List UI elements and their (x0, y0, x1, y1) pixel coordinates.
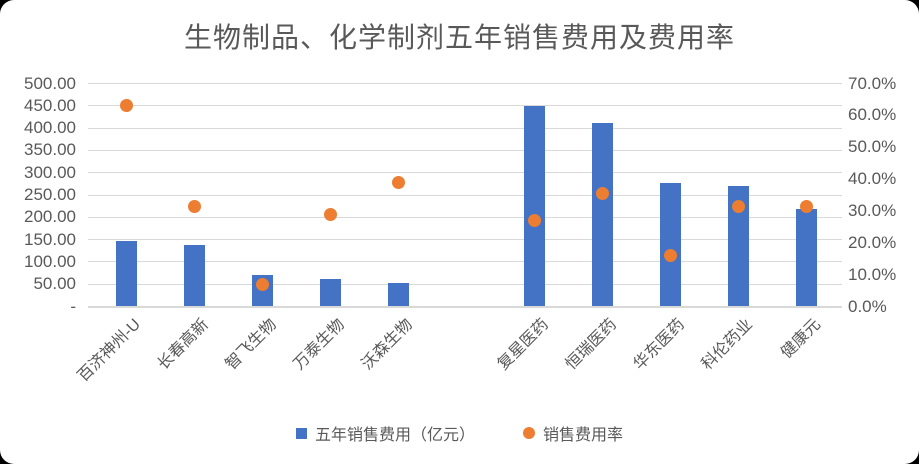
gridline (88, 172, 842, 174)
y-axis-right-tick-label: 0.0% (848, 296, 887, 316)
y-axis-left-tick-label: 300.00 (24, 162, 76, 182)
gridline (88, 83, 842, 84)
y-axis-left-tick-label: 500.00 (24, 73, 76, 93)
y-axis-right-tick-label: 40.0% (848, 169, 897, 189)
bar-恒瑞医药 (591, 122, 613, 307)
rate-dot-科伦药业 (731, 199, 745, 213)
gridline (88, 127, 842, 129)
y-axis-right-tick-label: 10.0% (848, 264, 897, 284)
y-axis-left-tick-label: 250.00 (24, 185, 76, 204)
y-axis-left-tick-label: - (70, 296, 76, 316)
rate-dot-万泰生物 (323, 207, 337, 221)
rate-dot-沃森生物 (391, 175, 405, 189)
y-axis-left-tick-label: 450.00 (24, 95, 76, 115)
category-label: 万泰生物 (290, 316, 349, 374)
y-axis-left-tick-label: 350.00 (24, 140, 76, 160)
rate-dot-复星医药 (527, 213, 541, 227)
legend-label-expense-rate: 销售费用率 (543, 427, 624, 444)
chart-title: 生物制品、化学制剂五年销售费用及费用率 (183, 22, 735, 53)
bar-健康元 (795, 209, 817, 307)
category-label: 智飞生物 (222, 316, 281, 374)
y-axis-right-tick-label: 60.0% (848, 105, 897, 125)
category-label: 复星医药 (494, 316, 553, 374)
bar-series-swatch-icon (295, 427, 307, 439)
legend-item-expense-rate: 销售费用率 (523, 421, 623, 445)
rate-dot-恒瑞医药 (595, 186, 609, 200)
y-axis-right-tick-label: 30.0% (848, 200, 897, 220)
y-axis-left-tick-label: 100.00 (24, 251, 76, 271)
gridline (88, 149, 842, 151)
bar-华东医药 (659, 182, 681, 307)
bar-沃森生物 (387, 282, 409, 307)
rate-dot-长春高新 (187, 199, 201, 213)
y-axis-left-tick-label: 50.00 (33, 274, 76, 294)
y-axis-left-tick-label: 200.00 (24, 207, 76, 227)
category-label: 百济神州-U (74, 316, 145, 386)
gridline (88, 239, 842, 241)
category-label: 科伦药业 (698, 316, 757, 374)
legend-label-sales-expense: 五年销售费用（亿元） (314, 427, 475, 444)
bar-科伦药业 (727, 185, 749, 307)
category-label: 恒瑞医药 (562, 316, 621, 374)
y-axis-right-tick-label: 70.0% (848, 73, 897, 93)
category-label: 沃森生物 (358, 316, 417, 374)
rate-dot-智飞生物 (255, 277, 269, 291)
y-axis-right-tick-label: 20.0% (848, 232, 897, 252)
bar-万泰生物 (319, 278, 341, 307)
y-axis-right-tick-label: 50.0% (848, 137, 897, 157)
y-axis-left-tick-label: 150.00 (24, 229, 76, 249)
category-label: 健康元 (778, 316, 825, 362)
category-label: 长春高新 (154, 316, 213, 374)
rate-dot-百济神州-U (119, 99, 133, 113)
rate-dot-华东医药 (663, 249, 677, 263)
category-label: 华东医药 (630, 316, 689, 374)
gridline (88, 105, 842, 107)
bar-复星医药 (523, 105, 545, 307)
gridline (88, 283, 842, 285)
dot-series-swatch-icon (523, 427, 535, 439)
gridline (88, 194, 842, 196)
legend: 五年销售费用（亿元） 销售费用率 (0, 421, 919, 445)
y-axis-left-tick-label: 400.00 (24, 118, 76, 138)
bar-长春高新 (183, 244, 205, 307)
rate-dot-健康元 (799, 199, 813, 213)
bar-百济神州-U (115, 240, 137, 307)
x-axis-line (88, 306, 842, 308)
gridline (88, 261, 842, 263)
legend-item-sales-expense: 五年销售费用（亿元） (295, 421, 475, 445)
gridline (88, 216, 842, 218)
